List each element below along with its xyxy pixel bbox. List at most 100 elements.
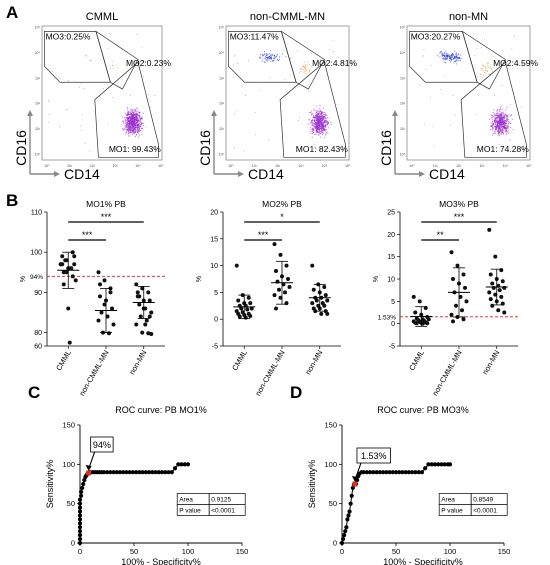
mo1-event — [325, 134, 327, 136]
mo1-event — [132, 117, 134, 119]
background-event — [234, 55, 236, 57]
mo2-event — [303, 72, 305, 74]
data-point — [72, 254, 77, 259]
mo1-event — [132, 112, 135, 114]
mo1-event — [496, 111, 498, 113]
y-tick-label: 0 — [71, 539, 75, 548]
background-event — [424, 123, 426, 125]
mo3-event — [276, 58, 278, 60]
mo1-event — [322, 131, 324, 133]
mo1-event — [498, 109, 500, 111]
mo1-event — [131, 125, 133, 127]
mo1-event — [312, 116, 314, 118]
roc-point — [101, 470, 106, 475]
mo1-event — [499, 113, 501, 115]
mo1-event — [125, 122, 127, 124]
x-axis-label: CD14 — [248, 166, 284, 182]
flow-title: non-CMML-MN — [250, 11, 325, 23]
background-event — [124, 143, 126, 145]
mo3-event — [265, 58, 267, 61]
y-tick-label: 110 — [31, 210, 42, 217]
mo1-event — [132, 132, 134, 134]
mo1-event — [510, 122, 512, 125]
mo2-event — [303, 71, 305, 73]
mo1-event — [499, 130, 501, 132]
mo1-event — [124, 122, 126, 124]
mo1-event — [325, 120, 327, 122]
mo3-event — [459, 59, 461, 62]
data-point — [454, 303, 458, 308]
mo1-event — [136, 130, 138, 132]
mo3-event — [458, 53, 460, 55]
roc-point — [140, 470, 145, 475]
mo1-event — [125, 116, 127, 119]
data-point — [72, 262, 77, 267]
mo1-event — [512, 129, 514, 131]
data-point — [461, 317, 466, 322]
flow-x-tick-label: 10⁵ — [158, 164, 164, 168]
mo1-event — [322, 127, 324, 129]
mo1-event — [134, 128, 136, 130]
mo1-event — [124, 118, 126, 120]
gate-mo2 — [280, 30, 325, 90]
mo1-event — [492, 120, 494, 122]
flow-x-tick-label: 10⁴ — [135, 164, 141, 168]
threshold-label: 1.53% — [378, 314, 397, 321]
mo3-event — [269, 50, 271, 52]
mo1-event — [310, 112, 312, 114]
x-tick-label: 0 — [78, 547, 82, 556]
data-point — [500, 279, 505, 284]
mo1-event — [500, 126, 503, 128]
mo1-event — [507, 117, 509, 119]
background-event — [485, 72, 487, 74]
background-event — [301, 149, 303, 151]
mo1-event — [326, 114, 328, 116]
roc-point — [179, 462, 184, 467]
background-event — [267, 139, 269, 141]
mo1-event — [128, 118, 130, 120]
roc-point — [347, 509, 352, 514]
mo1-event — [131, 112, 133, 114]
mo1-event — [130, 112, 132, 114]
mo3-event — [276, 59, 278, 61]
data-point — [487, 227, 492, 232]
flow-x-tick-label: 10² — [90, 164, 96, 168]
data-point — [99, 310, 104, 315]
flow-frame — [406, 25, 531, 161]
mo1-event — [316, 115, 318, 117]
mo1-event — [128, 116, 130, 118]
mo1-event — [132, 116, 134, 118]
roc-point — [348, 501, 353, 506]
mo2-event — [301, 68, 303, 70]
background-event — [469, 62, 471, 64]
mo1-event — [499, 117, 501, 120]
stats-key: P value — [179, 507, 201, 514]
mo1-event — [138, 128, 140, 130]
data-point — [417, 299, 422, 304]
roc-point — [406, 470, 412, 475]
roc-point — [127, 470, 132, 475]
mo1-event — [324, 119, 326, 121]
mo3-event — [448, 54, 450, 56]
mo1-event — [311, 136, 313, 138]
flow-y-tick-label: 10⁴ — [219, 51, 225, 55]
background-event — [300, 71, 302, 73]
data-point — [98, 282, 102, 287]
mo1-event — [505, 109, 507, 111]
data-point — [237, 314, 242, 319]
background-event — [484, 39, 486, 41]
mo1-event — [510, 114, 513, 116]
background-event — [245, 95, 247, 97]
mo1-event — [136, 115, 138, 117]
data-point — [236, 298, 241, 303]
background-event — [232, 64, 234, 66]
mo1-event — [316, 110, 318, 112]
flow-title: non-MN — [449, 11, 488, 23]
mo1-event — [135, 109, 137, 111]
mo1-event — [503, 115, 505, 117]
background-event — [148, 93, 150, 95]
gate-mo1 — [460, 61, 527, 158]
mo1-event — [500, 122, 502, 124]
background-event — [112, 68, 114, 70]
background-event — [111, 97, 113, 99]
